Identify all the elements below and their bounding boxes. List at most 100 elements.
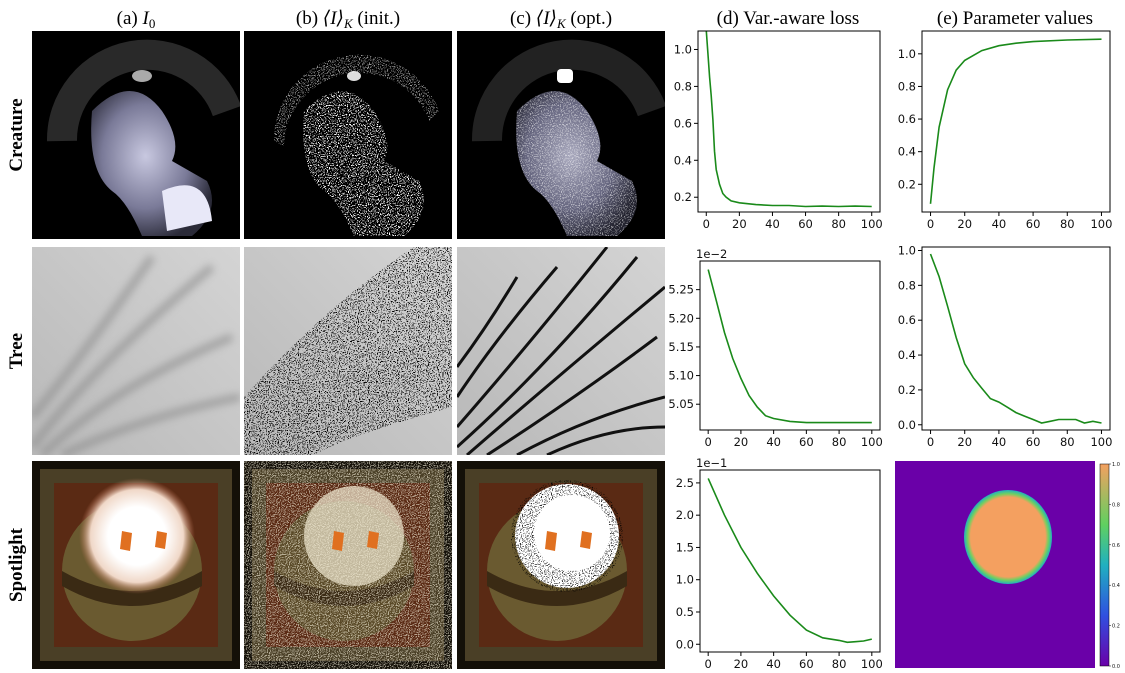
- x-tick-label: 20: [734, 657, 749, 671]
- header-label: (c): [510, 8, 531, 29]
- x-tick-label: 40: [992, 435, 1007, 449]
- y-tick-label: 1.0: [898, 47, 916, 61]
- offset-label: 1e−2: [696, 247, 727, 261]
- x-tick-label: 40: [992, 217, 1007, 231]
- colorbar-tick-label: 1.0: [1112, 462, 1120, 468]
- y-tick-label: 2.5: [676, 476, 694, 490]
- render-image: [457, 31, 665, 239]
- y-tick-label: 5.15: [668, 340, 694, 354]
- y-tick-label: 1.0: [898, 243, 916, 257]
- y-tick-label: 0.4: [674, 153, 692, 167]
- render-image: [244, 461, 452, 669]
- line-chart: 0 20 40 60 80 100 0.2 0.4 0.6 0.8 1.0: [674, 30, 883, 231]
- y-tick-label: 0.6: [898, 313, 916, 327]
- x-tick-label: 20: [957, 435, 972, 449]
- colorbar-tick-label: 0.2: [1112, 624, 1120, 630]
- header-sub: K: [343, 16, 354, 31]
- line-chart: 0 20 40 60 80 100 5.05 5.10 5.15 5.20 5.25 1e−2: [668, 247, 882, 449]
- x-tick-label: 100: [861, 657, 883, 671]
- render-image: [32, 247, 240, 455]
- line-chart: 0 20 40 60 80 100 0.0 0.5 1.0 1.5 2.0 2.51e−1: [676, 456, 883, 671]
- y-tick-label: 0.8: [898, 79, 916, 93]
- x-tick-label: 100: [1090, 435, 1112, 449]
- y-tick-label: 5.25: [668, 283, 694, 297]
- line-chart: 0 20 40 60 80 100 0.2 0.4 0.6 0.8 1.0: [898, 30, 1112, 231]
- header-note: (init.): [357, 8, 400, 29]
- y-tick-label: 0.8: [898, 278, 916, 292]
- y-tick-label: 5.05: [668, 397, 694, 411]
- render-image: [32, 31, 240, 239]
- x-tick-label: 60: [1026, 435, 1041, 449]
- x-tick-label: 60: [798, 217, 813, 231]
- axes-frame: [699, 260, 881, 431]
- axes-frame: [921, 246, 1111, 431]
- y-tick-label: 0.6: [898, 112, 916, 126]
- y-tick-label: 1.5: [676, 540, 694, 554]
- x-tick-label: 60: [799, 657, 814, 671]
- line-chart: 0 20 40 60 80 100 0.0 0.2 0.4 0.6 0.8 1.0: [898, 243, 1113, 449]
- y-tick-label: 5.10: [668, 369, 694, 383]
- axes-frame: [699, 469, 881, 653]
- colorbar-tick-label: 0.0: [1112, 664, 1120, 670]
- x-tick-label: 40: [765, 217, 780, 231]
- x-tick-label: 40: [766, 435, 781, 449]
- x-tick-label: 80: [1060, 217, 1075, 231]
- y-tick-label: 0.6: [674, 116, 692, 130]
- x-tick-label: 20: [957, 217, 972, 231]
- header-sub: 0: [149, 16, 156, 31]
- y-tick-label: 5.20: [668, 311, 694, 325]
- colorbar-tick-label: 0.8: [1112, 502, 1120, 508]
- x-tick-label: 60: [799, 435, 814, 449]
- x-tick-label: 80: [832, 657, 847, 671]
- axes-frame: [697, 30, 881, 213]
- line: [929, 38, 1102, 204]
- y-tick-label: 0.8: [674, 79, 692, 93]
- header-math: ⟨I⟩: [536, 8, 557, 29]
- x-tick-label: 80: [832, 435, 847, 449]
- header-sub: K: [556, 16, 567, 31]
- row-label: Tree: [6, 333, 27, 369]
- x-tick-label: 80: [1060, 435, 1075, 449]
- y-tick-label: 0.5: [676, 605, 694, 619]
- y-tick-label: 0.2: [898, 177, 916, 191]
- x-tick-label: 100: [1090, 217, 1112, 231]
- y-tick-label: 0.4: [898, 145, 916, 159]
- x-tick-label: 0: [927, 217, 934, 231]
- x-tick-label: 0: [927, 435, 934, 449]
- column-header: (a) I0: [117, 8, 156, 31]
- header-label: (a): [117, 8, 138, 29]
- x-tick-label: 20: [734, 435, 749, 449]
- y-tick-label: 0.4: [898, 348, 916, 362]
- column-header: (d) Var.-aware loss: [717, 8, 860, 29]
- x-tick-label: 0: [703, 217, 710, 231]
- x-tick-label: 0: [705, 657, 712, 671]
- render-image: [32, 461, 240, 669]
- heatmap-image: [895, 461, 1110, 668]
- header-note: (opt.): [570, 8, 612, 29]
- colorbar-tick-label: 0.6: [1112, 543, 1120, 549]
- header-label: (b): [296, 8, 318, 29]
- y-tick-label: 0.2: [674, 190, 692, 204]
- x-tick-label: 100: [861, 435, 883, 449]
- colorbar: [1099, 463, 1110, 667]
- render-image: [244, 247, 452, 455]
- header-math: I: [142, 8, 151, 29]
- y-tick-label: 0.0: [676, 637, 694, 651]
- colorbar-tick-label: 0.4: [1112, 583, 1120, 589]
- render-image: [244, 31, 452, 239]
- offset-label: 1e−1: [696, 456, 727, 470]
- render-image: [457, 247, 665, 455]
- line: [707, 478, 872, 644]
- render-image: [457, 461, 665, 669]
- axes-frame: [921, 30, 1111, 213]
- x-tick-label: 20: [732, 217, 747, 231]
- x-tick-label: 80: [831, 217, 846, 231]
- y-tick-label: 2.0: [676, 508, 694, 522]
- row-label: Spotlight: [6, 527, 27, 602]
- column-header: (b) ⟨I⟩K (init.): [296, 8, 400, 31]
- x-tick-label: 40: [766, 657, 781, 671]
- column-header: (c) ⟨I⟩K (opt.): [510, 8, 612, 31]
- x-tick-label: 60: [1026, 217, 1041, 231]
- y-tick-label: 1.0: [674, 42, 692, 56]
